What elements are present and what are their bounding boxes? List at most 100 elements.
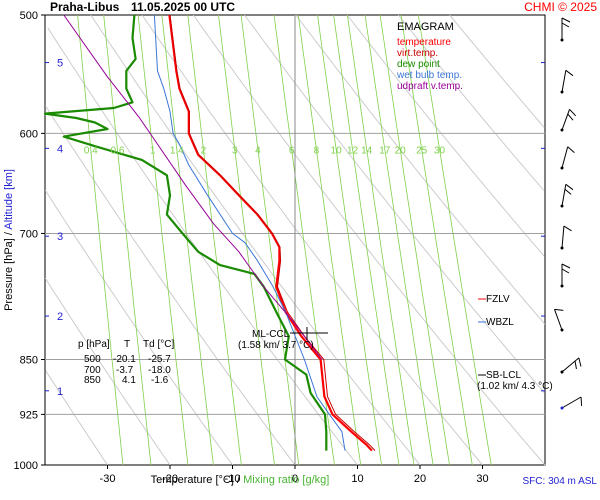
wind-barb-flag — [567, 146, 575, 154]
x-axis-label-sep: / — [234, 474, 243, 486]
wind-barb — [560, 146, 575, 170]
wind-barb-flag — [567, 113, 574, 121]
legend-item-wet-bulb: wet bulb temp. — [396, 70, 462, 81]
series-wet-bulb-temp — [153, 14, 346, 451]
mixing-ratio-label: 12 — [347, 145, 359, 156]
temperature-tick-label: -20 — [162, 473, 178, 485]
table-row-850-p: 850 — [84, 375, 101, 386]
mixing-ratio-line — [273, 14, 335, 466]
wind-barb — [560, 69, 574, 94]
altitude-tick-label: 1 — [57, 386, 63, 398]
wind-barb — [560, 183, 574, 208]
wind-barb-flag — [563, 225, 572, 232]
wind-barb-staff — [554, 309, 563, 331]
wind-barb-flag — [580, 396, 583, 406]
wind-barb-staff — [561, 109, 570, 131]
table-row-700-t: -3.7 — [116, 365, 134, 376]
temperature-tick-label: 20 — [414, 473, 426, 485]
mixing-ratio-label: 1 — [150, 145, 156, 156]
wind-barb-flag — [564, 188, 572, 195]
wind-barbs — [554, 17, 583, 410]
mixing-ratio-line — [364, 14, 434, 466]
ml-ccl-sublabel: (1.58 km/ 3.7 °C) — [238, 340, 314, 351]
table-header-p: p [hPa] — [78, 339, 110, 350]
surface-elevation: SFC: 304 m ASL — [523, 476, 598, 487]
mixing-ratio-line — [400, 14, 473, 466]
mixing-ratio-label: 1.4 — [170, 145, 184, 156]
dry-adiabat-line — [141, 14, 483, 466]
wind-barb-flag — [565, 183, 574, 191]
mixing-ratio-label: 30 — [434, 145, 446, 156]
wind-barb-base — [560, 406, 564, 410]
table-row-500-td: -25.7 — [148, 354, 171, 365]
temperature-tick-label: 30 — [476, 473, 488, 485]
wind-barb-flag — [574, 360, 577, 370]
sb-lcl-sublabel: (1.02 km/ 4.3 °C) — [477, 381, 553, 392]
table-header-td: Td [°C] — [143, 339, 174, 350]
credit-text: CHMI © 2025 — [524, 0, 597, 14]
wind-barb-base — [560, 128, 564, 132]
mixing-ratio-label: 25 — [416, 145, 428, 156]
mixing-ratio-line — [297, 14, 362, 466]
mixing-ratio-label: 20 — [395, 145, 407, 156]
wind-barb-flag — [578, 357, 582, 367]
series-udpraft-v-temp — [63, 14, 323, 360]
dry-adiabat-line — [45, 370, 108, 466]
x-axis-label-temperature: Temperature [°C] — [151, 474, 234, 486]
mixing-ratio-label: 4 — [255, 145, 261, 156]
altitude-tick-label: 5 — [57, 58, 63, 70]
wind-barb — [560, 17, 571, 42]
wbzl-label: WBZL — [486, 317, 514, 328]
wind-barb-base — [560, 246, 564, 250]
dry-adiabat-line — [44, 190, 233, 466]
mixing-ratio-label: 3 — [232, 145, 238, 156]
mixing-ratio-line — [418, 14, 492, 466]
wind-barb-flag — [561, 22, 570, 28]
x-axis-label-mixing: Mixing ratio [g/kg] — [243, 474, 329, 486]
mixing-ratio-line — [137, 14, 189, 466]
dry-adiabat-line — [90, 14, 421, 466]
wind-barb-staff — [561, 70, 567, 93]
mixing-ratio-lines — [77, 14, 492, 466]
wind-barb-staff — [561, 226, 565, 249]
mixing-ratio-line — [218, 14, 275, 466]
y-axis-label-altitude: Altitude [km] — [3, 169, 15, 230]
mixing-ratio-label: 0.4 — [84, 145, 98, 156]
mixing-ratio-line — [317, 14, 382, 466]
mixing-ratio-line — [161, 14, 214, 466]
wind-barb-flag — [565, 69, 574, 77]
dry-adiabat-line — [449, 14, 545, 129]
dry-adiabat-line — [295, 14, 546, 325]
wind-barb — [560, 225, 572, 250]
temperature-tick-label: 10 — [351, 473, 363, 485]
dry-adiabat-line — [44, 277, 171, 466]
wind-barb-base — [560, 328, 564, 332]
dry-adiabat-line — [192, 14, 546, 466]
temperature-tick-label: -10 — [225, 473, 241, 485]
ml-ccl-label: ML-CCL — [252, 329, 290, 340]
legend-title: EMAGRAM — [397, 21, 454, 33]
wind-barb — [560, 263, 571, 288]
mixing-ratio-label: 14 — [361, 145, 373, 156]
mixing-ratio-line — [77, 14, 124, 466]
wind-barb-base — [560, 90, 564, 94]
altitude-tick-label: 2 — [57, 311, 63, 323]
temperature-tick-label: 0 — [292, 473, 298, 485]
mixing-ratio-line — [240, 14, 300, 466]
sb-lcl-label: SB-LCL — [486, 370, 521, 381]
pressure-grid — [45, 15, 545, 465]
wind-barb — [554, 308, 564, 332]
wind-barb-base — [560, 284, 564, 288]
dry-adiabat-line — [44, 105, 296, 466]
mixing-ratio-line — [333, 14, 400, 466]
wind-barb — [560, 357, 582, 374]
wind-barb-flag — [554, 308, 564, 311]
mixing-ratio-label: 6 — [289, 145, 295, 156]
wind-barb-base — [560, 38, 564, 42]
mixing-ratio-line — [103, 14, 152, 466]
temperature-tick-label: -30 — [100, 473, 116, 485]
dry-adiabats — [44, 14, 546, 466]
wind-barb-flag — [561, 263, 571, 269]
